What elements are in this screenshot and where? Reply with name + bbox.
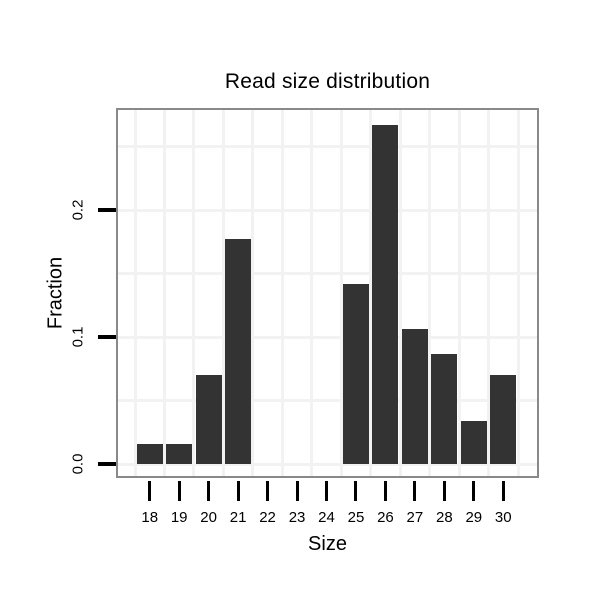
bar-27 xyxy=(401,329,428,464)
bar-18 xyxy=(136,443,163,464)
bar-20 xyxy=(195,375,222,464)
bar-21 xyxy=(225,239,252,464)
v-gridline xyxy=(162,110,166,476)
x-axis-title: Size xyxy=(308,533,347,555)
v-gridline xyxy=(457,110,461,476)
v-gridline xyxy=(339,110,343,476)
x-tick-label-19: 19 xyxy=(170,509,188,526)
v-gridline xyxy=(398,110,402,476)
x-tick-23 xyxy=(295,481,299,501)
x-tick-label-21: 21 xyxy=(229,509,247,526)
h-gridline xyxy=(118,145,537,148)
x-tick-25 xyxy=(354,481,358,501)
x-tick-18 xyxy=(148,481,152,501)
x-tick-label-25: 25 xyxy=(347,509,365,526)
h-gridline xyxy=(118,462,537,466)
x-tick-label-30: 30 xyxy=(494,509,512,526)
v-gridline xyxy=(428,110,432,476)
h-gridline xyxy=(118,399,537,402)
y-tick-0.0 xyxy=(98,462,116,466)
x-tick-21 xyxy=(236,481,240,501)
x-tick-20 xyxy=(207,481,211,501)
v-gridline xyxy=(221,110,225,476)
y-tick-label-0.1: 0.1 xyxy=(69,326,87,348)
x-tick-label-27: 27 xyxy=(406,509,424,526)
x-tick-label-23: 23 xyxy=(288,509,306,526)
bar-19 xyxy=(166,443,193,464)
plot-panel xyxy=(116,108,539,478)
h-gridline xyxy=(118,208,537,212)
x-tick-29 xyxy=(472,481,476,501)
bar-28 xyxy=(431,353,458,464)
bar-29 xyxy=(460,420,487,464)
v-gridline xyxy=(369,110,373,476)
y-tick-label-0.2: 0.2 xyxy=(69,199,87,221)
gridlines-layer xyxy=(118,110,537,476)
bar-26 xyxy=(372,124,399,464)
x-tick-19 xyxy=(177,481,181,501)
x-tick-24 xyxy=(325,481,328,501)
x-tick-label-28: 28 xyxy=(436,509,453,526)
x-tick-label-18: 18 xyxy=(141,509,159,526)
h-gridline xyxy=(118,272,537,275)
y-tick-0.2 xyxy=(98,208,116,212)
y-tick-0.1 xyxy=(98,335,116,339)
y-tick-label-0.0: 0.0 xyxy=(69,453,87,475)
v-gridline xyxy=(133,110,137,476)
y-axis-title: Fraction xyxy=(44,256,67,330)
v-gridline xyxy=(516,110,520,476)
v-gridline xyxy=(251,110,255,476)
h-gridline xyxy=(118,335,537,339)
bar-30 xyxy=(490,375,517,464)
v-gridline xyxy=(310,110,314,476)
x-tick-label-22: 22 xyxy=(259,509,276,526)
bars-layer xyxy=(118,110,537,476)
x-tick-label-20: 20 xyxy=(200,509,217,526)
x-tick-22 xyxy=(266,481,270,501)
x-tick-label-26: 26 xyxy=(377,509,394,526)
x-tick-label-29: 29 xyxy=(465,509,483,526)
x-tick-30 xyxy=(501,481,505,501)
x-tick-27 xyxy=(413,481,417,501)
x-tick-28 xyxy=(442,481,446,501)
v-gridline xyxy=(192,110,196,476)
x-tick-label-24: 24 xyxy=(318,509,335,526)
v-gridline xyxy=(487,110,491,476)
bar-25 xyxy=(342,283,369,464)
x-tick-26 xyxy=(383,481,387,501)
v-gridline xyxy=(280,110,284,476)
chart-title: Read size distribution xyxy=(224,70,431,93)
